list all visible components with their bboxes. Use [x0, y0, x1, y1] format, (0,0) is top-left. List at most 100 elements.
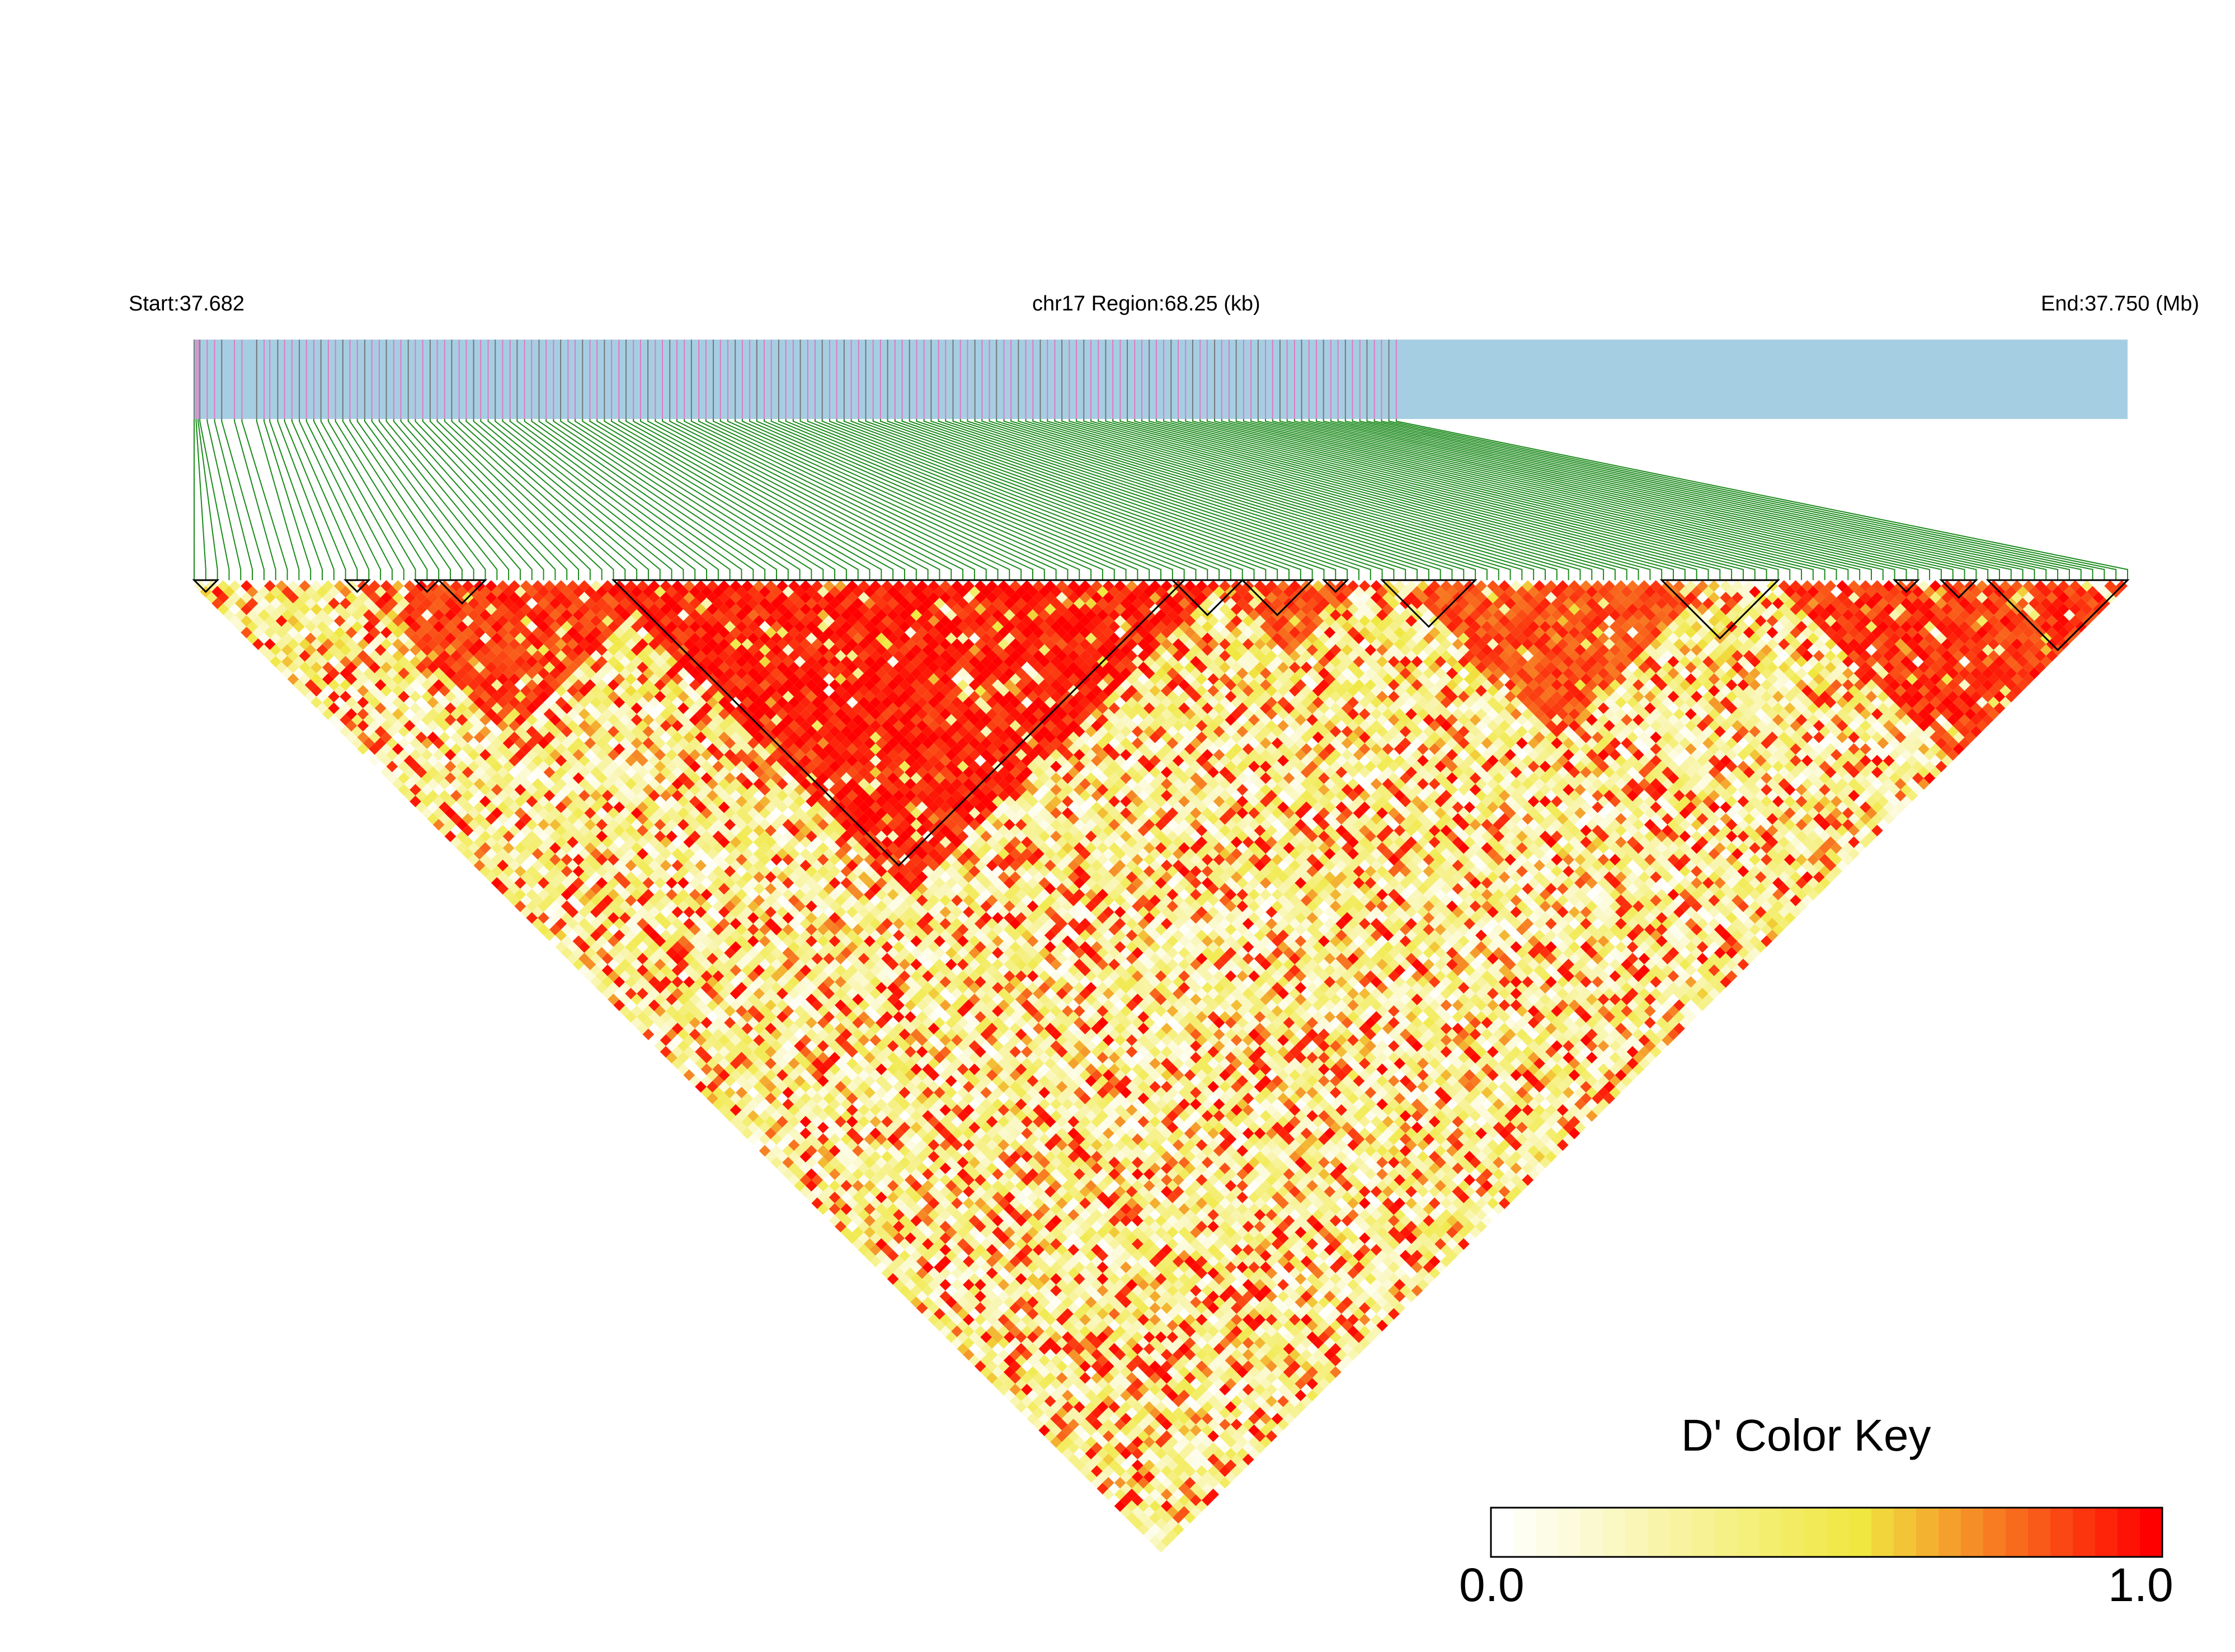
snp-connector-line — [872, 419, 1290, 580]
snp-connector-line — [1199, 419, 1814, 580]
ld-cell — [1021, 1383, 1033, 1396]
snp-connector-line — [313, 419, 393, 580]
snp-connector-line — [1010, 419, 1511, 580]
snp-connector-line — [778, 419, 1138, 580]
ld-cell — [608, 982, 619, 994]
snp-connector-line — [698, 419, 1010, 580]
ld-cell — [730, 1093, 742, 1104]
ld-cell — [968, 1343, 981, 1355]
snp-connector-line — [342, 419, 440, 580]
ld-cell — [898, 1284, 911, 1297]
ld-cell — [456, 830, 468, 843]
ld-cell — [223, 597, 235, 610]
snp-connector-line — [1076, 419, 1616, 580]
snp-connector-line — [945, 419, 1406, 580]
snp-connector-line — [916, 419, 1359, 580]
snp-connector-line — [749, 419, 1092, 580]
ld-cell — [234, 597, 247, 610]
snp-connector-line — [320, 419, 404, 580]
ld-cell — [1044, 1407, 1056, 1419]
snp-connector-line — [1098, 419, 1651, 580]
snp-connector-line — [1054, 419, 1581, 580]
snp-connector-line — [407, 419, 544, 580]
ld-cell — [252, 638, 264, 650]
ld-cell — [287, 673, 299, 685]
ld-cell — [555, 941, 567, 953]
ld-cell — [584, 970, 596, 982]
ld-cell — [584, 958, 596, 971]
snp-connector-line — [1112, 419, 1674, 580]
snp-connector-line — [1388, 419, 2117, 580]
snp-connector-line — [436, 419, 591, 580]
snp-connector-line — [1090, 419, 1639, 580]
ld-cell — [351, 737, 363, 749]
ld-cell — [410, 796, 421, 807]
ld-cell — [654, 1028, 666, 1041]
snp-connector-line — [516, 419, 719, 580]
snp-connector-line — [1105, 419, 1663, 580]
ld-cell — [479, 842, 491, 854]
snp-connector-line — [582, 419, 824, 580]
snp-connector-line — [371, 419, 486, 580]
snp-connector-line — [1265, 419, 1919, 580]
ld-cell — [351, 714, 363, 726]
snp-connector-line — [727, 419, 1057, 580]
ld-cell — [852, 1238, 864, 1250]
snp-connector-line — [713, 419, 1033, 580]
ld-cell — [421, 796, 433, 807]
ld-cell — [776, 1151, 788, 1162]
ld-cell — [1044, 1430, 1056, 1442]
ld-cell — [555, 929, 567, 942]
snp-connector-line — [393, 419, 521, 580]
snp-connector-line — [909, 419, 1348, 580]
ld-cell — [1091, 1453, 1103, 1466]
ld-cell — [299, 661, 311, 674]
snp-connector-line — [596, 419, 847, 580]
ld-cell — [398, 772, 410, 784]
snp-connector-line — [195, 419, 206, 580]
snp-connector-line — [821, 419, 1208, 580]
ld-cell — [630, 1016, 643, 1029]
snp-connector-line — [770, 419, 1127, 580]
ld-cell — [299, 685, 311, 697]
snp-connector-line — [1235, 419, 1872, 580]
ld-heatmap-cells — [194, 580, 2128, 1553]
ld-cell — [386, 749, 398, 761]
snp-connector-line — [538, 419, 754, 580]
ld-cell — [444, 807, 457, 819]
snp-connector-line — [1134, 419, 1709, 580]
snp-connector-line — [1149, 419, 1733, 580]
ld-cell — [683, 1046, 695, 1058]
ld-cell — [468, 830, 480, 843]
snp-connector-line — [1003, 419, 1499, 580]
ld-cell — [1114, 1488, 1126, 1500]
ld-cell — [479, 865, 491, 877]
snp-connector-line — [850, 419, 1255, 580]
ld-cell — [241, 603, 253, 615]
ld-cell — [654, 1016, 666, 1029]
ld-cell — [799, 1162, 812, 1174]
snp-connector-line — [1047, 419, 1569, 580]
ld-cell — [945, 1320, 957, 1331]
ld-cell — [270, 632, 282, 644]
ld-cell — [567, 929, 579, 942]
snp-connector-line — [647, 419, 929, 580]
ld-cell — [234, 609, 247, 621]
ld-cell — [229, 615, 241, 627]
ld-cell — [217, 591, 229, 604]
snp-position-track — [194, 340, 2128, 419]
snp-connector-line — [792, 419, 1161, 580]
snp-connector-line — [756, 419, 1103, 580]
snp-connector-line — [799, 419, 1173, 580]
snp-connector-line — [741, 419, 1080, 580]
ld-cell — [217, 580, 229, 592]
ld-cell — [1137, 1512, 1150, 1524]
ld-cell — [823, 1209, 835, 1221]
snp-connector-line — [655, 419, 940, 580]
ld-cell — [630, 1005, 643, 1017]
snp-connector-line — [277, 419, 335, 580]
snp-connector-line — [1083, 419, 1627, 580]
ld-cell — [479, 854, 491, 866]
ld-cell — [310, 673, 323, 685]
ld-cell — [799, 1174, 812, 1186]
